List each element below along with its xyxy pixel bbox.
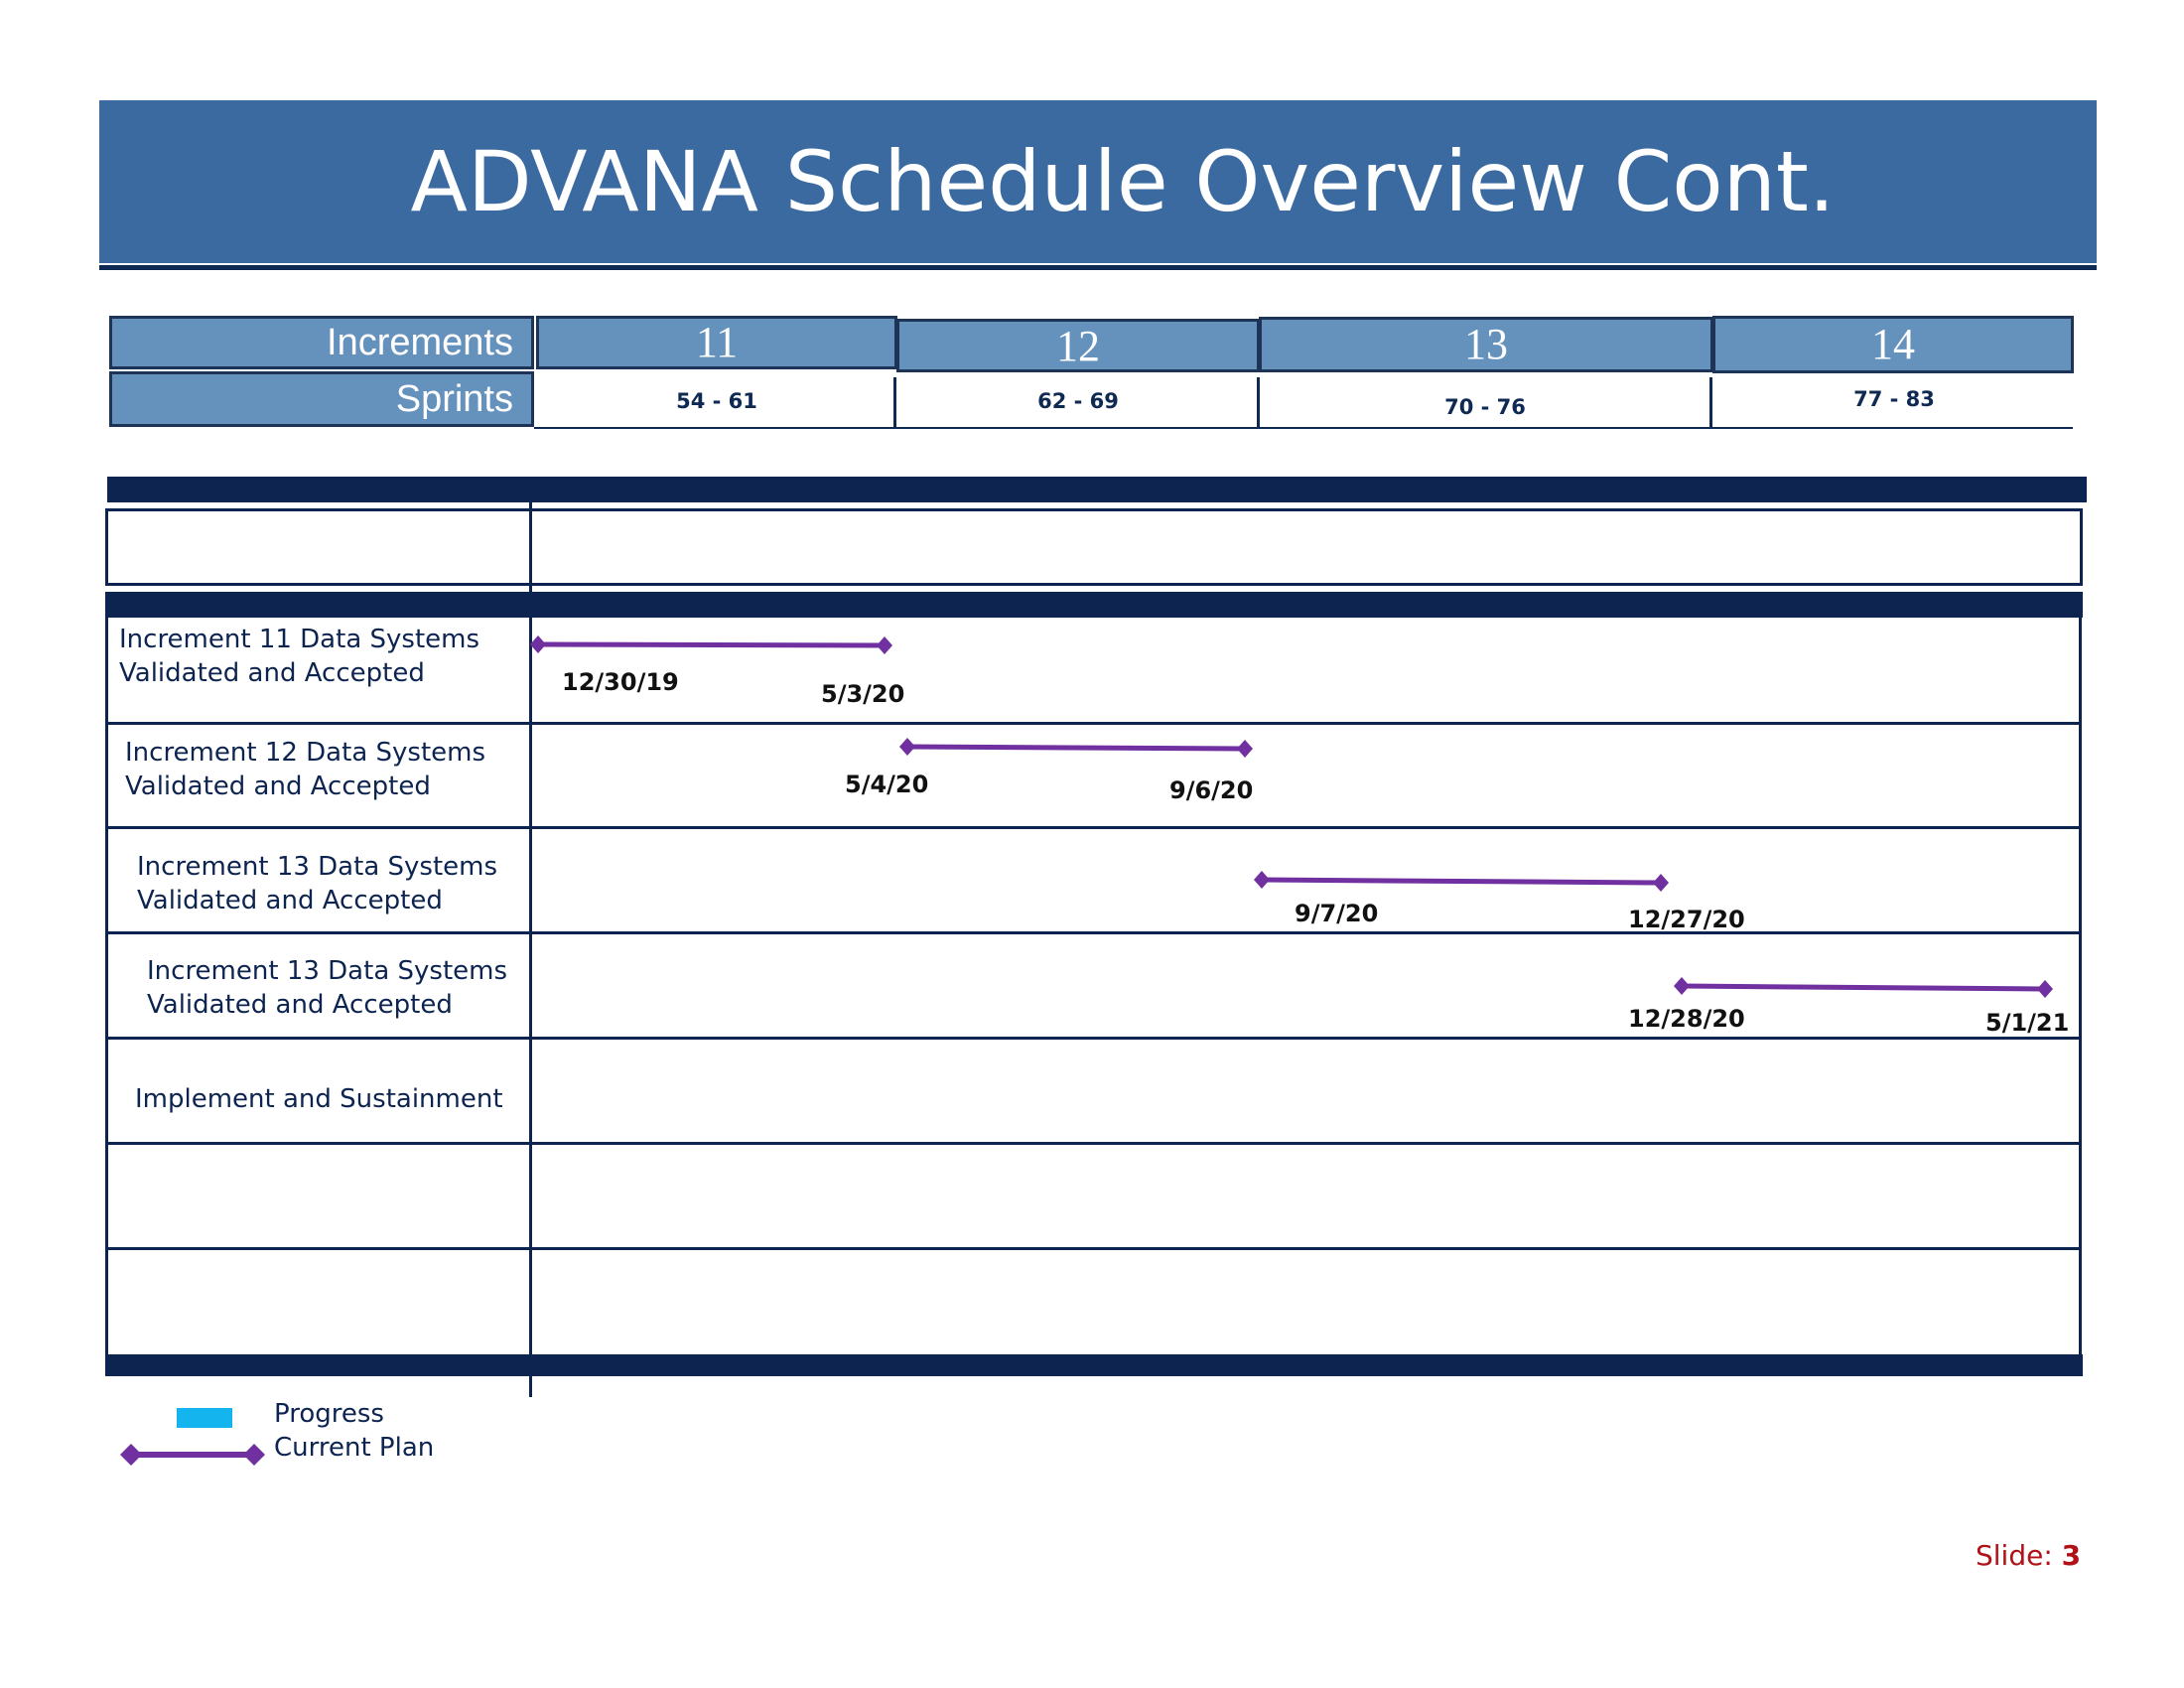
plan-bar-increment-11: [530, 635, 892, 654]
legend-progress-swatch: [177, 1408, 232, 1428]
row-label-increment-12: Increment 12 Data Systems Validated and …: [125, 738, 486, 801]
sprint-divider: [893, 377, 896, 429]
slide-number: Slide: 3: [1976, 1539, 2082, 1572]
table-right-border: [2079, 618, 2082, 1358]
table-bottom-bar: [105, 1354, 2083, 1376]
legend-progress-label: Progress: [274, 1399, 384, 1429]
milestone-diamond-icon: [243, 1444, 265, 1466]
row-divider: [105, 1247, 2082, 1250]
sprint-range-11: 54 - 61: [676, 389, 757, 413]
plan-bar-increment-13: [1254, 871, 1669, 892]
start-date-increment-12: 5/4/20: [845, 771, 929, 798]
row-divider: [105, 1037, 2082, 1040]
milestone-diamond-icon: [877, 636, 892, 654]
row-divider: [105, 722, 2082, 725]
legend-plan-label: Current Plan: [274, 1433, 435, 1463]
milestone-diamond-icon: [1254, 871, 1270, 889]
milestone-diamond-icon: [2037, 980, 2053, 998]
increment-12-cell: 12: [896, 319, 1260, 372]
sprint-range-12: 62 - 69: [1037, 389, 1119, 413]
end-date-increment-13: 12/27/20: [1628, 906, 1745, 933]
end-date-increment-13-second: 5/1/21: [1985, 1009, 2070, 1037]
row-label-implement-sustainment: Implement and Sustainment: [135, 1084, 503, 1114]
sprint-divider: [1709, 377, 1712, 429]
legend-plan-line: [120, 1444, 265, 1466]
page-title: ADVANA Schedule Overview Cont.: [410, 133, 1836, 230]
milestone-diamond-icon: [1237, 740, 1253, 758]
end-date-increment-12: 9/6/20: [1169, 776, 1254, 804]
sprint-range-14: 77 - 83: [1853, 387, 1935, 411]
plan-bar-increment-12: [899, 738, 1253, 758]
increment-14-cell: 14: [1712, 316, 2074, 373]
table-header-bar: [105, 592, 2083, 618]
blank-header-row: [105, 508, 2083, 586]
plan-bar-increment-13-second: [1674, 977, 2053, 998]
row-divider: [105, 826, 2082, 829]
row-divider: [105, 1142, 2082, 1145]
milestone-diamond-icon: [899, 738, 915, 756]
milestone-diamond-icon: [1674, 977, 1690, 995]
table-top-bar: [107, 477, 2087, 502]
sprint-divider: [1257, 377, 1260, 429]
title-banner: [99, 100, 2097, 263]
sprints-header-label: Sprints: [109, 371, 534, 427]
increment-11-cell: 11: [536, 316, 897, 369]
increments-header-label: Increments: [109, 316, 534, 369]
row-divider: [105, 931, 2082, 934]
start-date-increment-11: 12/30/19: [562, 668, 679, 696]
row-label-increment-13-second: Increment 13 Data Systems Validated and …: [147, 956, 508, 1020]
milestone-diamond-icon: [120, 1444, 142, 1466]
table-left-border: [105, 618, 108, 1358]
increment-13-cell: 13: [1259, 317, 1713, 372]
milestone-diamond-icon: [530, 635, 546, 653]
sprint-row-bottom-line: [534, 427, 2073, 429]
label-column-divider: [529, 501, 532, 1397]
row-label-increment-13: Increment 13 Data Systems Validated and …: [137, 852, 498, 915]
title-underline: [99, 265, 2097, 270]
start-date-increment-13: 9/7/20: [1295, 900, 1379, 927]
row-label-increment-11: Increment 11 Data Systems Validated and …: [119, 625, 480, 688]
end-date-increment-11: 5/3/20: [821, 680, 905, 708]
sprint-range-13: 70 - 76: [1444, 395, 1526, 419]
milestone-diamond-icon: [1653, 874, 1669, 892]
start-date-increment-13-second: 12/28/20: [1628, 1005, 1745, 1033]
